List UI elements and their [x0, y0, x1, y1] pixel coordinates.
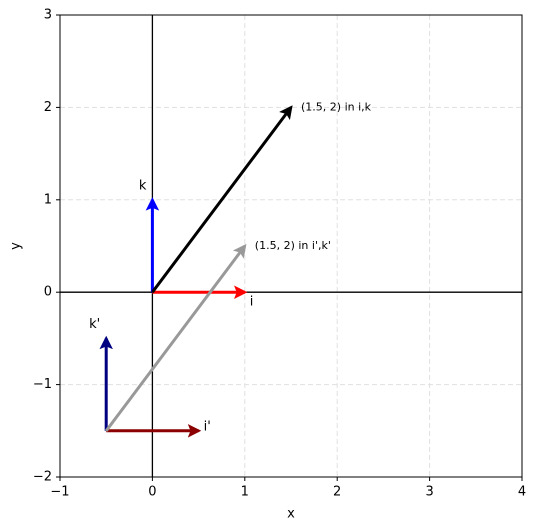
x-tick-label: 3 — [425, 485, 433, 500]
vector-label: i — [250, 295, 254, 310]
vector-arrow — [104, 243, 247, 432]
y-tick-label: 1 — [44, 192, 52, 207]
x-tick-label: −1 — [50, 485, 69, 500]
y-tick-label: 3 — [44, 8, 52, 23]
plot-frame — [59, 14, 523, 478]
y-tick-label: 0 — [44, 285, 52, 300]
y-tick-label: −2 — [33, 470, 52, 485]
x-tick-label: 4 — [518, 485, 526, 500]
x-tick-label: 2 — [333, 485, 341, 500]
vector-label: k — [139, 178, 147, 193]
vector-label: (1.5, 2) in i',k' — [255, 239, 331, 252]
y-tick-label: 2 — [44, 100, 52, 115]
vector-label: k' — [89, 317, 100, 332]
y-axis-label: y — [9, 242, 24, 250]
vector-label: i' — [204, 419, 211, 434]
vector-arrow — [151, 105, 293, 294]
vector-label: (1.5, 2) in i,k — [301, 100, 372, 113]
y-tick-label: −1 — [33, 377, 52, 392]
x-axis-label: x — [287, 507, 295, 522]
x-tick-label: 1 — [241, 485, 249, 500]
x-tick-label: 0 — [148, 485, 156, 500]
